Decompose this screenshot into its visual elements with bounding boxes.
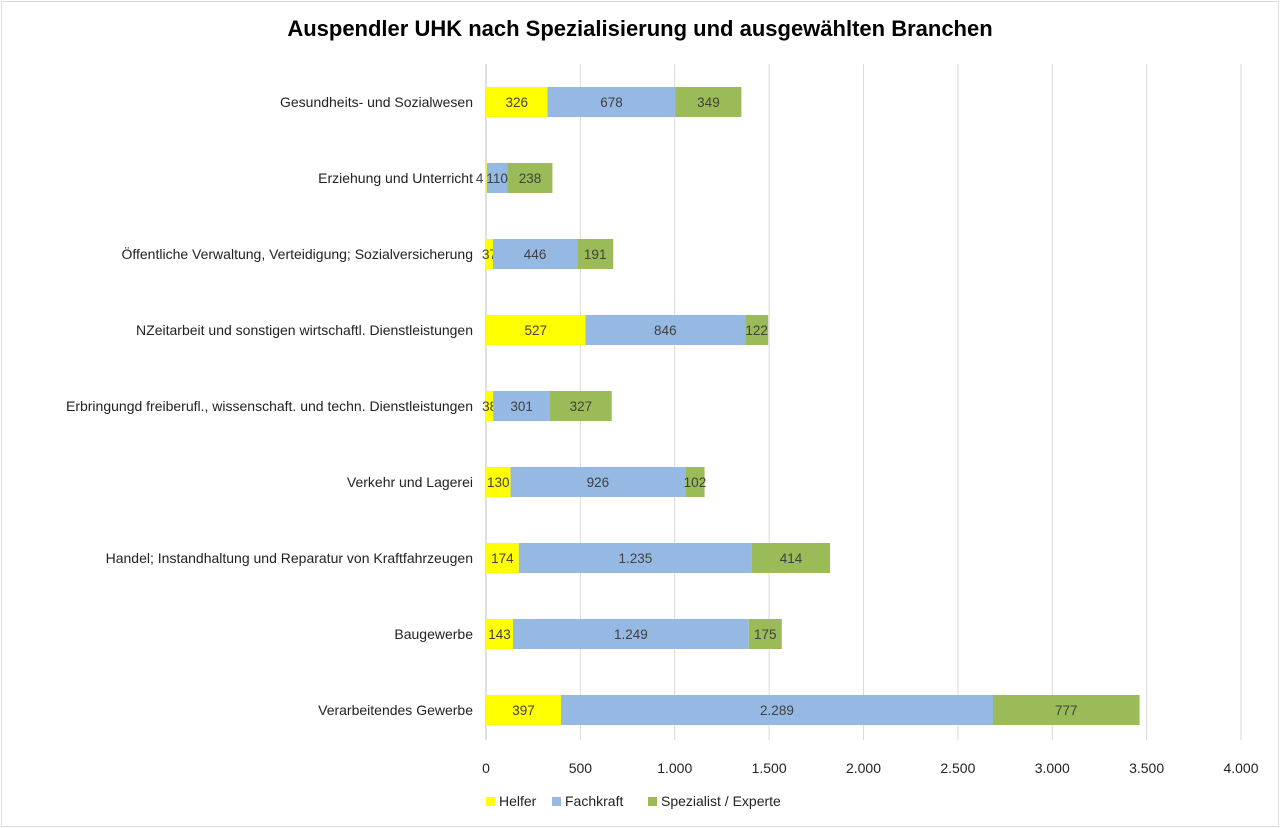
bar-segment bbox=[518, 543, 752, 573]
bar-segment bbox=[549, 391, 612, 421]
bar-segment bbox=[585, 315, 746, 345]
data-label: 174 bbox=[491, 551, 514, 566]
data-label: 414 bbox=[780, 551, 803, 566]
x-tick-label: 2.000 bbox=[846, 760, 881, 776]
category-label: Gesundheits- und Sozialwesen bbox=[280, 94, 473, 110]
data-label: 175 bbox=[754, 627, 777, 642]
bar-segment bbox=[486, 315, 586, 345]
x-tick-label: 4.000 bbox=[1223, 760, 1258, 776]
data-label: 4 bbox=[476, 171, 484, 186]
legend-label: Spezialist / Experte bbox=[661, 793, 781, 809]
x-tick-label: 500 bbox=[569, 760, 593, 776]
data-label: 2.289 bbox=[760, 703, 794, 718]
legend-swatch bbox=[648, 797, 657, 806]
x-tick-label: 2.500 bbox=[940, 760, 975, 776]
bar-segment bbox=[751, 543, 831, 573]
category-label: Öffentliche Verwaltung, Verteidigung; So… bbox=[121, 245, 473, 262]
data-label: 191 bbox=[584, 247, 607, 262]
data-label: 238 bbox=[519, 171, 542, 186]
x-tick-label: 1.000 bbox=[657, 760, 692, 776]
bar-segment bbox=[685, 467, 705, 497]
data-label: 1.235 bbox=[618, 551, 652, 566]
bar-segment bbox=[486, 467, 511, 497]
bar-segment bbox=[492, 239, 578, 269]
bar-segment bbox=[486, 695, 561, 725]
category-label: Erziehung und Unterricht bbox=[318, 170, 473, 186]
data-label: 397 bbox=[512, 703, 535, 718]
bar-segment bbox=[745, 315, 769, 345]
bar-segment bbox=[486, 163, 508, 193]
bar-segment bbox=[486, 391, 494, 421]
bar-segment bbox=[748, 619, 782, 649]
chart-title: Auspendler UHK nach Spezialisierung und … bbox=[287, 16, 993, 41]
bar-segment bbox=[493, 391, 550, 421]
legend-swatch bbox=[552, 797, 561, 806]
legend-label: Fachkraft bbox=[565, 793, 623, 809]
bar-segment bbox=[486, 239, 493, 269]
bar-segment bbox=[560, 695, 993, 725]
data-label: 110 bbox=[486, 171, 508, 186]
data-label: 349 bbox=[697, 95, 720, 110]
data-label: 527 bbox=[524, 323, 547, 338]
data-label: 678 bbox=[600, 95, 623, 110]
category-label: NZeitarbeit und sonstigen wirtschaftl. D… bbox=[136, 322, 473, 338]
data-label: 143 bbox=[488, 627, 511, 642]
data-label: 130 bbox=[487, 475, 510, 490]
bar-segment bbox=[577, 239, 614, 269]
bar-segment bbox=[486, 87, 548, 117]
bar-segment bbox=[486, 543, 519, 573]
data-label: 122 bbox=[745, 323, 768, 338]
category-label: Baugewerbe bbox=[394, 626, 473, 642]
data-label: 777 bbox=[1055, 703, 1078, 718]
bar-segment bbox=[512, 619, 749, 649]
category-label: Verarbeitendes Gewerbe bbox=[318, 702, 473, 718]
x-tick-label: 3.000 bbox=[1035, 760, 1070, 776]
data-label: 926 bbox=[587, 475, 610, 490]
bar-segment bbox=[507, 163, 553, 193]
data-label: 326 bbox=[506, 95, 529, 110]
x-tick-label: 1.500 bbox=[752, 760, 787, 776]
data-label: 846 bbox=[654, 323, 677, 338]
data-label: 327 bbox=[570, 399, 593, 414]
x-tick-label: 3.500 bbox=[1129, 760, 1164, 776]
category-label: Erbringungd freiberufl., wissenschaft. u… bbox=[66, 398, 473, 414]
data-label: 446 bbox=[524, 247, 547, 262]
legend-swatch bbox=[486, 797, 495, 806]
bar-segment bbox=[675, 87, 742, 117]
category-label: Handel; Instandhaltung und Reparatur von… bbox=[106, 550, 473, 566]
x-tick-label: 0 bbox=[482, 760, 490, 776]
bar-segment bbox=[486, 163, 487, 193]
data-label: 102 bbox=[684, 475, 707, 490]
bar-segment bbox=[486, 619, 513, 649]
bar-segment bbox=[992, 695, 1140, 725]
data-label: 301 bbox=[510, 399, 533, 414]
category-label: Verkehr und Lagerei bbox=[347, 474, 473, 490]
legend-label: Helfer bbox=[499, 793, 537, 809]
data-label: 1.249 bbox=[614, 627, 648, 642]
bar-segment bbox=[510, 467, 686, 497]
bar-segment bbox=[547, 87, 676, 117]
